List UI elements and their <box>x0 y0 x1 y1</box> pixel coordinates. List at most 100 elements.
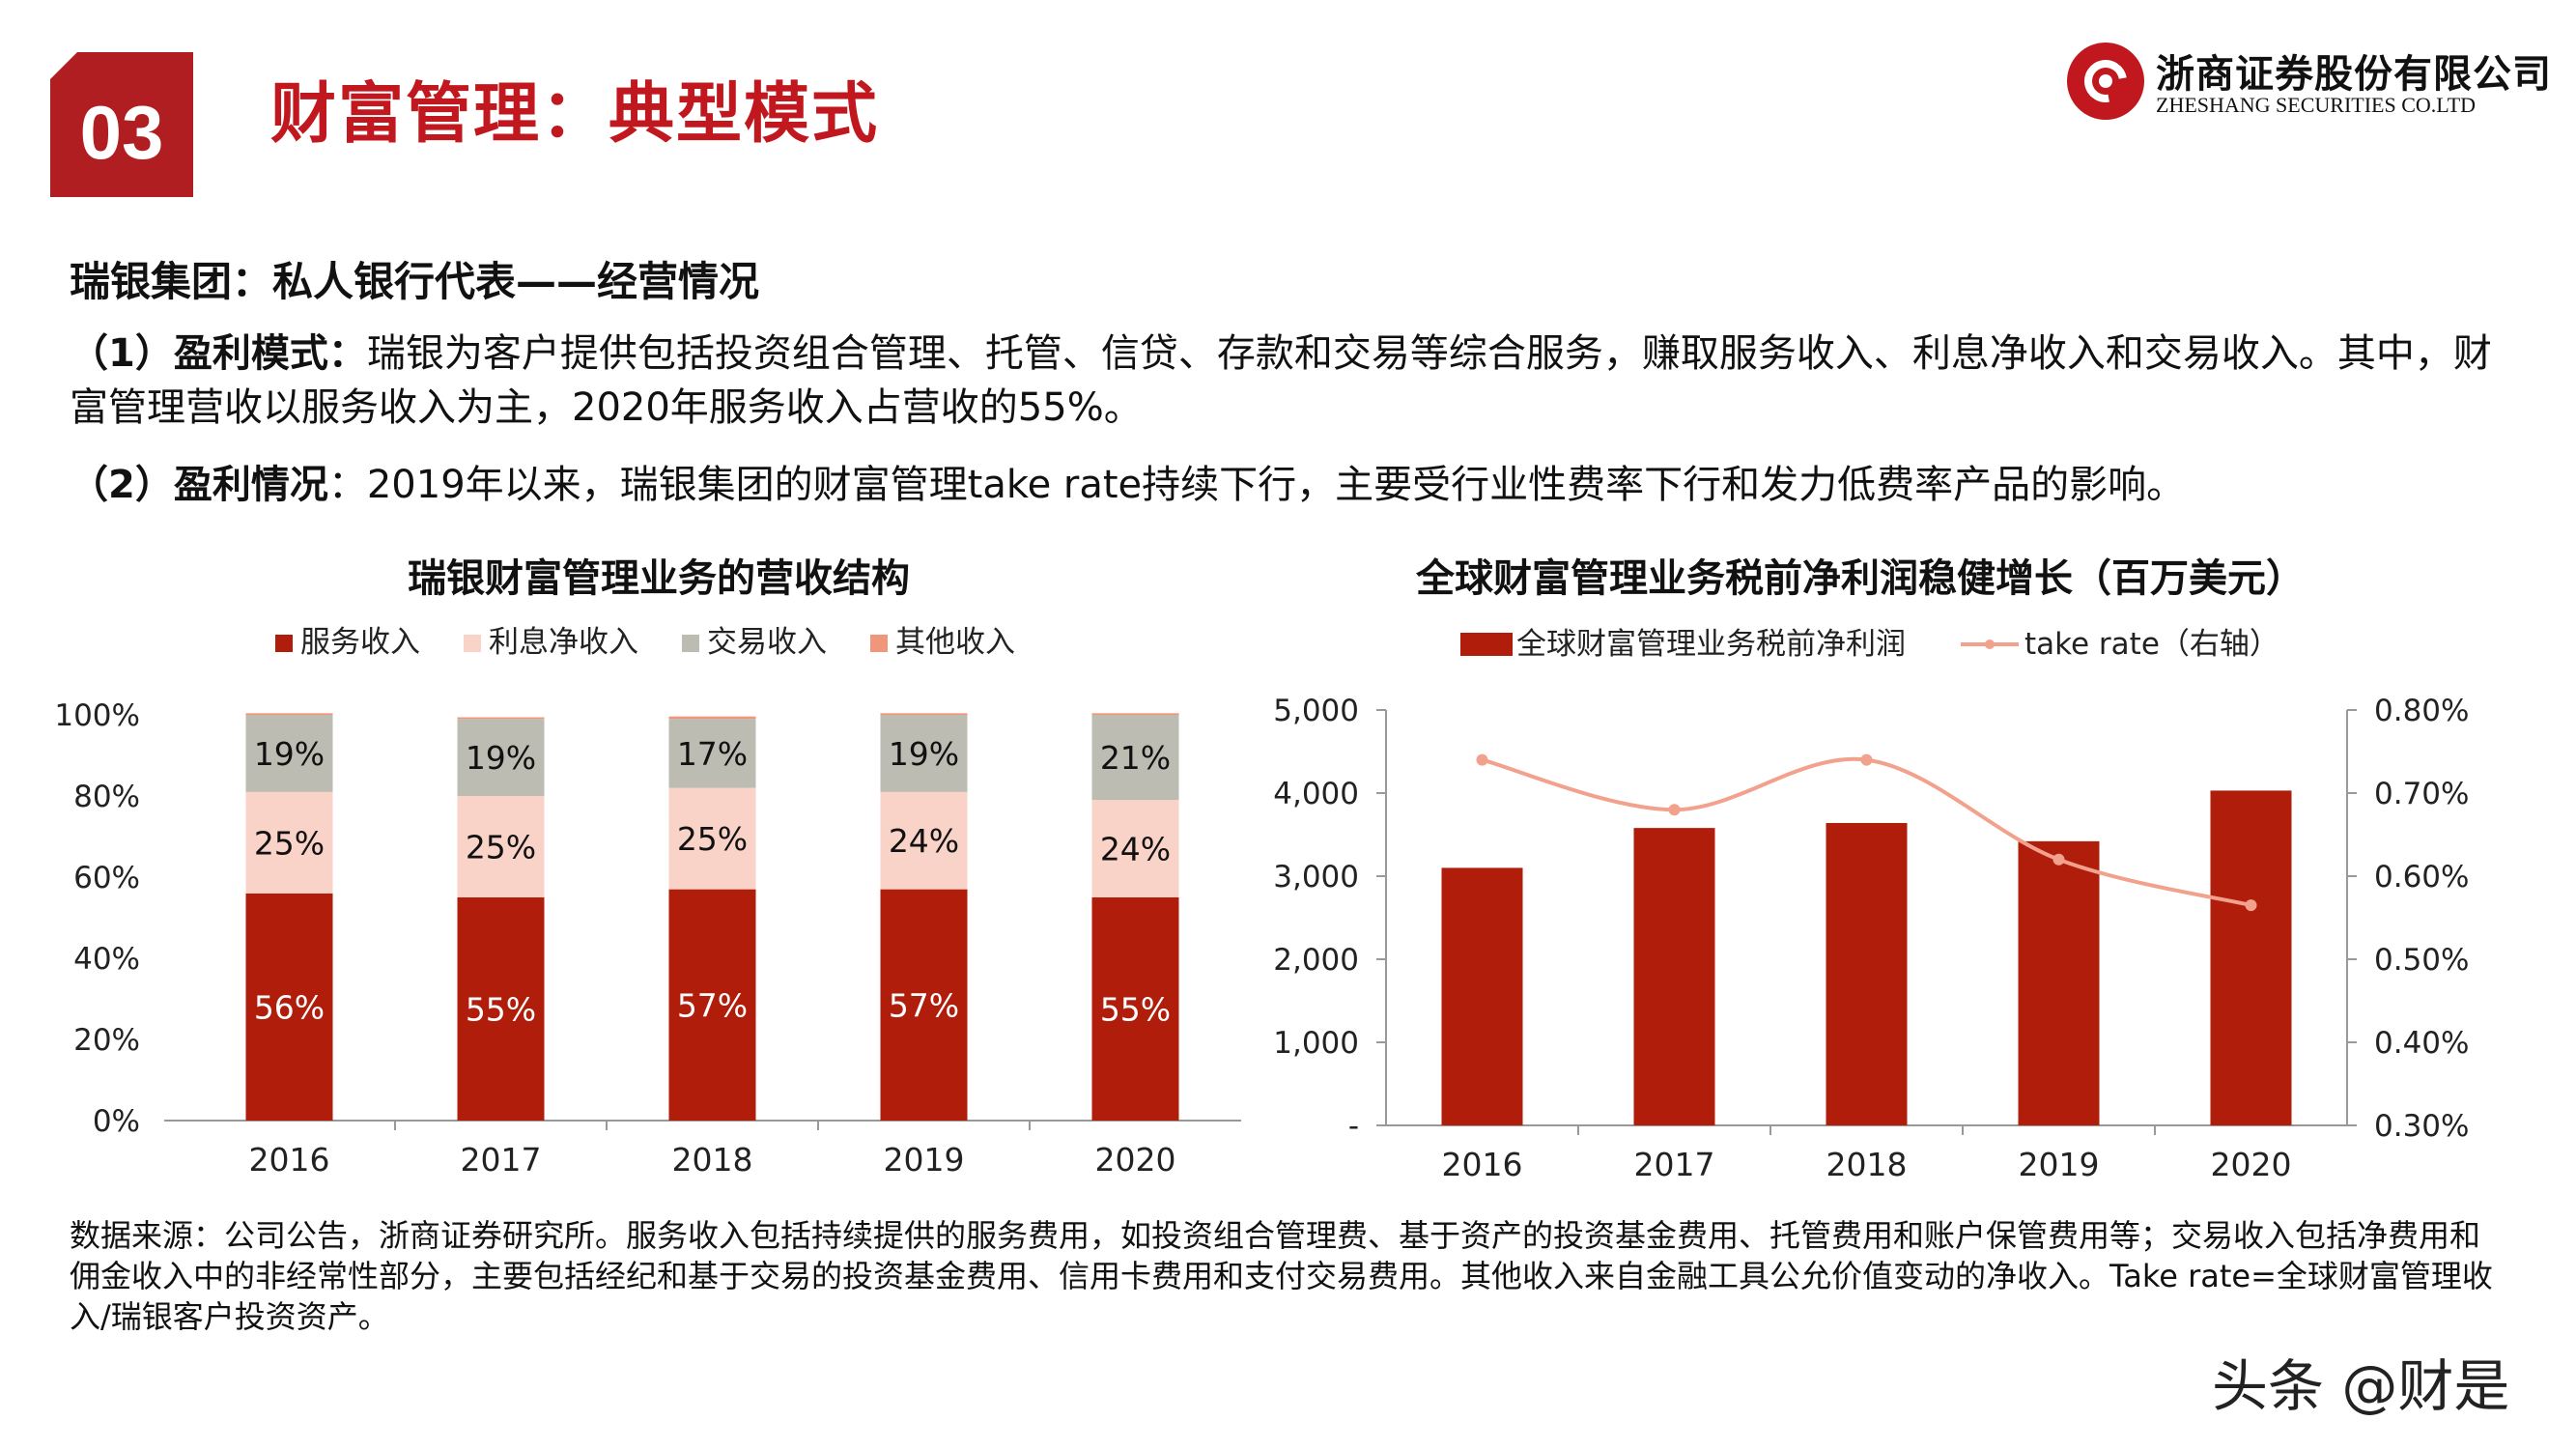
x-tick-label: 2016 <box>1442 1146 1523 1183</box>
data-label: 19% <box>466 739 536 777</box>
y-tick-label-left: 2,000 <box>1273 943 1359 978</box>
bar <box>2018 840 2100 1125</box>
bar-segment <box>245 713 333 715</box>
data-label: 19% <box>889 735 959 773</box>
legend-label: 全球财富管理业务税前净利润 <box>1516 627 1906 662</box>
y-tick-label: 60% <box>73 861 140 895</box>
bar <box>2210 790 2292 1125</box>
data-label: 19% <box>254 735 325 773</box>
y-tick-label-left: 5,000 <box>1273 694 1359 728</box>
legend-label: 服务收入 <box>300 625 420 660</box>
y-tick-label: 0% <box>93 1104 140 1139</box>
paragraph-text: ：2019年以来，瑞银集团的财富管理take rate持续下行，主要受行业性费率… <box>327 463 2186 507</box>
take-rate-point <box>1668 804 1681 816</box>
paragraph-label: （1）盈利模式： <box>70 331 367 376</box>
data-label: 55% <box>1100 991 1171 1029</box>
bar-segment <box>880 713 968 715</box>
legend-swatch <box>464 635 481 652</box>
stacked-bar-chart: 服务收入 利息净收入 交易收入 其他收入 0% 20% 40% 60% 80% 100% 56% 25… <box>54 625 1241 1179</box>
x-tick-label: 2018 <box>1826 1146 1908 1183</box>
take-rate-point <box>2052 853 2065 866</box>
logo-company-name-en: ZHESHANG SECURITIES CO.LTD <box>2156 93 2477 117</box>
y-tick-label: 40% <box>73 942 140 977</box>
data-label: 17% <box>677 735 748 773</box>
paragraph-profit-model: （1）盈利模式：瑞银为客户提供包括投资组合管理、托管、信贷、存款和交易等综合服务… <box>70 327 2523 435</box>
legend-swatch <box>682 635 699 652</box>
chart-title: 全球财富管理业务税前净利润稳健增长（百万美元） <box>1416 556 2305 601</box>
bar-segment <box>880 889 968 1121</box>
data-label: 21% <box>1100 739 1171 777</box>
bar-segment <box>880 715 968 792</box>
bar <box>1633 828 1715 1125</box>
paragraph-profit-status: （2）盈利情况：2019年以来，瑞银集团的财富管理take rate持续下行，主… <box>70 458 2523 512</box>
bar-segment <box>668 719 756 788</box>
y-tick-label-right: 0.60% <box>2374 860 2469 895</box>
y-tick-label-left: 1,000 <box>1273 1026 1359 1061</box>
x-tick-label: 2019 <box>2019 1146 2100 1183</box>
data-label: 56% <box>254 988 325 1026</box>
data-label: 24% <box>1100 831 1171 868</box>
y-tick-label-right: 0.30% <box>2374 1109 2469 1144</box>
data-label: 25% <box>677 820 748 858</box>
x-tick-label: 2017 <box>1634 1146 1715 1183</box>
y-tick-label-right: 0.80% <box>2374 694 2469 728</box>
bar-segment <box>245 715 333 792</box>
bar-segment <box>1091 897 1179 1121</box>
y-tick-label-left: 4,000 <box>1273 777 1359 811</box>
bar-segment <box>1091 715 1179 801</box>
legend-swatch <box>870 635 888 652</box>
section-number-box: 03 <box>50 52 193 197</box>
y-tick-label-right: 0.40% <box>2374 1026 2469 1061</box>
legend-swatch <box>1460 633 1513 656</box>
y-tick-label: 20% <box>73 1023 140 1058</box>
y-tick-label-left: 3,000 <box>1273 860 1359 895</box>
y-tick-label: 80% <box>73 780 140 814</box>
bar-line-combo-chart: 全球财富管理业务税前净利润 take rate（右轴） - 1,000 2,000 3,0… <box>1273 627 2469 1183</box>
legend-marker <box>1985 639 1995 649</box>
data-label: 57% <box>677 986 748 1024</box>
watermark: 头条 @财是 <box>2212 1353 2510 1419</box>
x-tick-label: 2019 <box>884 1141 965 1179</box>
bar-segment <box>457 897 545 1121</box>
legend-swatch <box>275 635 293 652</box>
data-label: 24% <box>889 822 959 860</box>
legend-label: 交易收入 <box>707 625 827 660</box>
paragraph-text: 瑞银为客户提供包括投资组合管理、托管、信贷、存款和交易等综合服务，赚取服务收入、… <box>70 331 2492 430</box>
data-label: 25% <box>466 829 536 867</box>
bar-segment <box>457 719 545 796</box>
section-subtitle: 瑞银集团：私人银行代表——经营情况 <box>70 258 760 305</box>
bar <box>1826 822 1908 1125</box>
y-tick-label-left: - <box>1348 1109 1359 1144</box>
take-rate-point <box>2245 899 2257 912</box>
bar <box>1441 867 1523 1125</box>
logo-company-name: 浙商证券股份有限公司 <box>2156 52 2552 97</box>
take-rate-point <box>1476 753 1488 766</box>
bar-segment <box>668 716 756 720</box>
section-box-corner <box>50 52 77 79</box>
data-label: 55% <box>466 991 536 1029</box>
legend-label: 利息净收入 <box>489 625 638 660</box>
bar-segment <box>668 787 756 890</box>
bar-segment <box>457 796 545 897</box>
x-tick-label: 2016 <box>249 1141 330 1179</box>
data-source-note: 数据来源：公司公告，浙商证券研究所。服务收入包括持续提供的服务费用，如投资组合管… <box>70 1217 2493 1335</box>
logo-emblem-icon <box>2067 43 2144 120</box>
y-tick-label: 100% <box>54 698 140 733</box>
x-tick-label: 2020 <box>2211 1146 2292 1183</box>
section-number: 03 <box>79 90 164 175</box>
y-tick-label-right: 0.70% <box>2374 777 2469 811</box>
data-label: 25% <box>254 824 325 862</box>
bar-segment <box>457 717 545 720</box>
bar-segment <box>245 791 333 894</box>
bar-segment <box>1091 713 1179 715</box>
bar-segment <box>245 893 333 1121</box>
bar-segment <box>880 791 968 890</box>
x-tick-label: 2017 <box>461 1141 542 1179</box>
data-label: 57% <box>889 986 959 1024</box>
legend-label: 其他收入 <box>895 625 1015 660</box>
x-tick-label: 2020 <box>1095 1141 1176 1179</box>
page-title: 财富管理：典型模式 <box>270 76 880 153</box>
y-tick-label-right: 0.50% <box>2374 943 2469 978</box>
company-logo: 浙商证券股份有限公司 ZHESHANG SECURITIES CO.LTD <box>2067 43 2551 120</box>
bar-segment <box>1091 800 1179 897</box>
